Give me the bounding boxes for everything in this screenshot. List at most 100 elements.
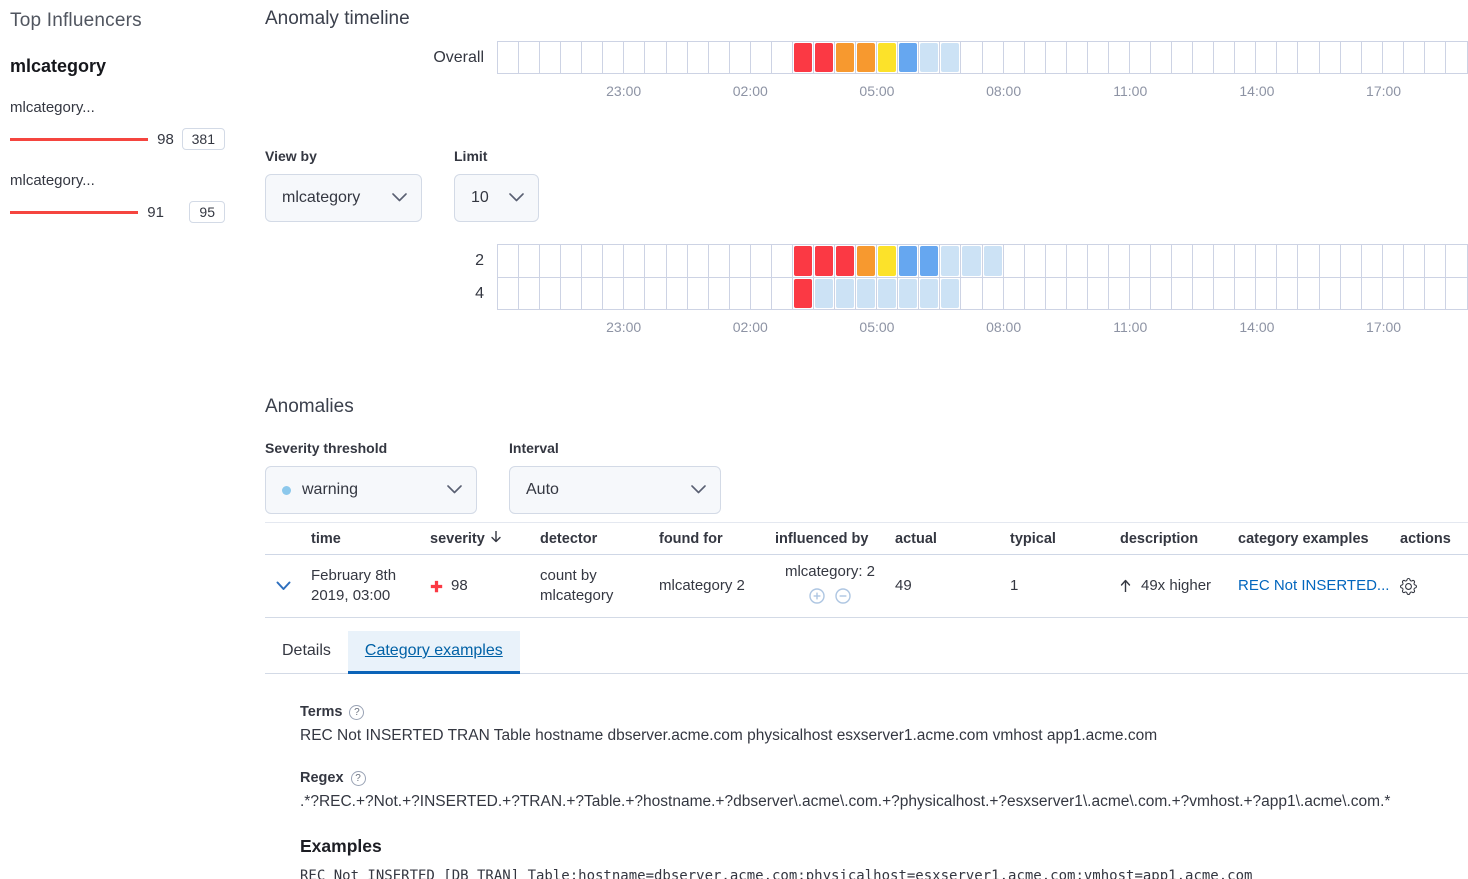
swimlane-cell[interactable] bbox=[898, 245, 920, 277]
swimlane-cell[interactable] bbox=[540, 42, 562, 73]
swimlane-cell[interactable] bbox=[624, 278, 646, 309]
swimlane-cell[interactable] bbox=[1088, 245, 1109, 277]
swimlane-cell[interactable] bbox=[1151, 278, 1173, 309]
overall-swimlane[interactable] bbox=[497, 41, 1468, 74]
swimlane-cell[interactable] bbox=[919, 245, 941, 277]
swimlane-cell[interactable] bbox=[667, 42, 688, 73]
swimlane-cell[interactable] bbox=[1088, 42, 1109, 73]
swimlane-cell[interactable] bbox=[1004, 245, 1025, 277]
column-header-detector[interactable]: detector bbox=[540, 530, 598, 547]
swimlane-cell[interactable] bbox=[1320, 245, 1341, 277]
swimlane-cell[interactable] bbox=[856, 245, 878, 277]
swimlane-cell[interactable] bbox=[1151, 42, 1173, 73]
swimlane-cell[interactable] bbox=[772, 278, 793, 309]
filter-add-icon[interactable] bbox=[809, 587, 825, 610]
swimlane-cell[interactable] bbox=[624, 42, 646, 73]
swimlane-cell[interactable] bbox=[1172, 42, 1194, 73]
swimlane-cell[interactable] bbox=[1235, 278, 1257, 309]
swimlane-cell[interactable] bbox=[1130, 278, 1152, 309]
swimlane-cell[interactable] bbox=[940, 278, 962, 309]
column-header-influenced-by[interactable]: influenced by bbox=[775, 530, 869, 547]
swimlane-cell[interactable] bbox=[1004, 42, 1025, 73]
swimlane-cell[interactable] bbox=[793, 278, 814, 309]
swimlane-cell[interactable] bbox=[1172, 245, 1194, 277]
swimlane-cell[interactable] bbox=[835, 42, 857, 73]
swimlane-cell[interactable] bbox=[1025, 42, 1046, 73]
swimlane-cell[interactable] bbox=[519, 245, 541, 277]
swimlane-cell[interactable] bbox=[983, 42, 1004, 73]
swimlane-cell[interactable] bbox=[856, 42, 878, 73]
swimlane-cell[interactable] bbox=[1193, 278, 1215, 309]
swimlane-cell[interactable] bbox=[1067, 245, 1088, 277]
swimlane-cell[interactable] bbox=[561, 245, 583, 277]
swimlane-cell[interactable] bbox=[1193, 42, 1215, 73]
swimlane-cell[interactable] bbox=[498, 42, 520, 73]
swimlane-cell[interactable] bbox=[1446, 42, 1467, 73]
swimlane-cell[interactable] bbox=[667, 278, 688, 309]
swimlane-cell[interactable] bbox=[1046, 42, 1067, 73]
swimlane-label[interactable]: 4 bbox=[475, 284, 484, 302]
swimlane-cell[interactable] bbox=[1341, 245, 1362, 277]
swimlane-cell[interactable] bbox=[1109, 278, 1130, 309]
tab-details[interactable]: Details bbox=[282, 642, 331, 659]
swimlane-cell[interactable] bbox=[751, 245, 772, 277]
swimlane-cell[interactable] bbox=[1256, 245, 1278, 277]
swimlane-cell[interactable] bbox=[1404, 245, 1425, 277]
swimlane-cell[interactable] bbox=[898, 42, 920, 73]
swimlane-cell[interactable] bbox=[1320, 278, 1341, 309]
swimlane-cell[interactable] bbox=[582, 42, 604, 73]
column-header-time[interactable]: time bbox=[311, 530, 341, 547]
swimlane-cell[interactable] bbox=[540, 278, 562, 309]
swimlane-cell[interactable] bbox=[877, 278, 899, 309]
swimlane-cell[interactable] bbox=[1256, 278, 1278, 309]
swimlane-cell[interactable] bbox=[983, 278, 1004, 309]
viewby-swimlane[interactable] bbox=[497, 244, 1468, 277]
swimlane-cell[interactable] bbox=[561, 42, 583, 73]
swimlane-cell[interactable] bbox=[835, 278, 857, 309]
swimlane-cell[interactable] bbox=[709, 42, 730, 73]
swimlane-cell[interactable] bbox=[1425, 278, 1446, 309]
swimlane-cell[interactable] bbox=[1235, 42, 1257, 73]
swimlane-cell[interactable] bbox=[1341, 278, 1362, 309]
swimlane-cell[interactable] bbox=[1362, 278, 1383, 309]
swimlane-cell[interactable] bbox=[1425, 42, 1446, 73]
swimlane-cell[interactable] bbox=[688, 42, 709, 73]
swimlane-cell[interactable] bbox=[919, 278, 941, 309]
swimlane-cell[interactable] bbox=[1046, 278, 1067, 309]
influencer-item[interactable]: mlcategory... 91 95 bbox=[10, 172, 225, 223]
swimlane-cell[interactable] bbox=[1298, 278, 1320, 309]
swimlane-cell[interactable] bbox=[877, 42, 899, 73]
swimlane-cell[interactable] bbox=[730, 278, 751, 309]
swimlane-cell[interactable] bbox=[603, 42, 625, 73]
swimlane-cell[interactable] bbox=[1109, 245, 1130, 277]
swimlane-cell[interactable] bbox=[1256, 42, 1278, 73]
swimlane-cell[interactable] bbox=[1341, 42, 1362, 73]
swimlane-cell[interactable] bbox=[709, 245, 730, 277]
limit-select[interactable]: 10 bbox=[454, 174, 539, 222]
swimlane-cell[interactable] bbox=[1298, 245, 1320, 277]
swimlane-cell[interactable] bbox=[624, 245, 646, 277]
swimlane-cell[interactable] bbox=[498, 245, 520, 277]
swimlane-cell[interactable] bbox=[1214, 278, 1236, 309]
swimlane-cell[interactable] bbox=[1130, 245, 1152, 277]
swimlane-cell[interactable] bbox=[561, 278, 583, 309]
column-header-severity[interactable]: severity bbox=[430, 523, 540, 554]
swimlane-cell[interactable] bbox=[1130, 42, 1152, 73]
swimlane-cell[interactable] bbox=[1446, 278, 1467, 309]
swimlane-cell[interactable] bbox=[793, 245, 814, 277]
swimlane-cell[interactable] bbox=[793, 42, 814, 73]
swimlane-cell[interactable] bbox=[1025, 278, 1046, 309]
swimlane-cell[interactable] bbox=[1383, 278, 1404, 309]
swimlane-cell[interactable] bbox=[1004, 278, 1025, 309]
swimlane-cell[interactable] bbox=[983, 245, 1004, 277]
swimlane-cell[interactable] bbox=[1235, 245, 1257, 277]
swimlane-cell[interactable] bbox=[603, 245, 625, 277]
swimlane-cell[interactable] bbox=[751, 278, 772, 309]
viewby-swimlane[interactable] bbox=[497, 277, 1468, 310]
swimlane-cell[interactable] bbox=[667, 245, 688, 277]
swimlane-cell[interactable] bbox=[1362, 42, 1383, 73]
interval-select[interactable]: Auto bbox=[509, 466, 721, 514]
column-header-actual[interactable]: actual bbox=[895, 530, 937, 547]
column-header-description[interactable]: description bbox=[1120, 530, 1199, 547]
swimlane-cell[interactable] bbox=[519, 42, 541, 73]
